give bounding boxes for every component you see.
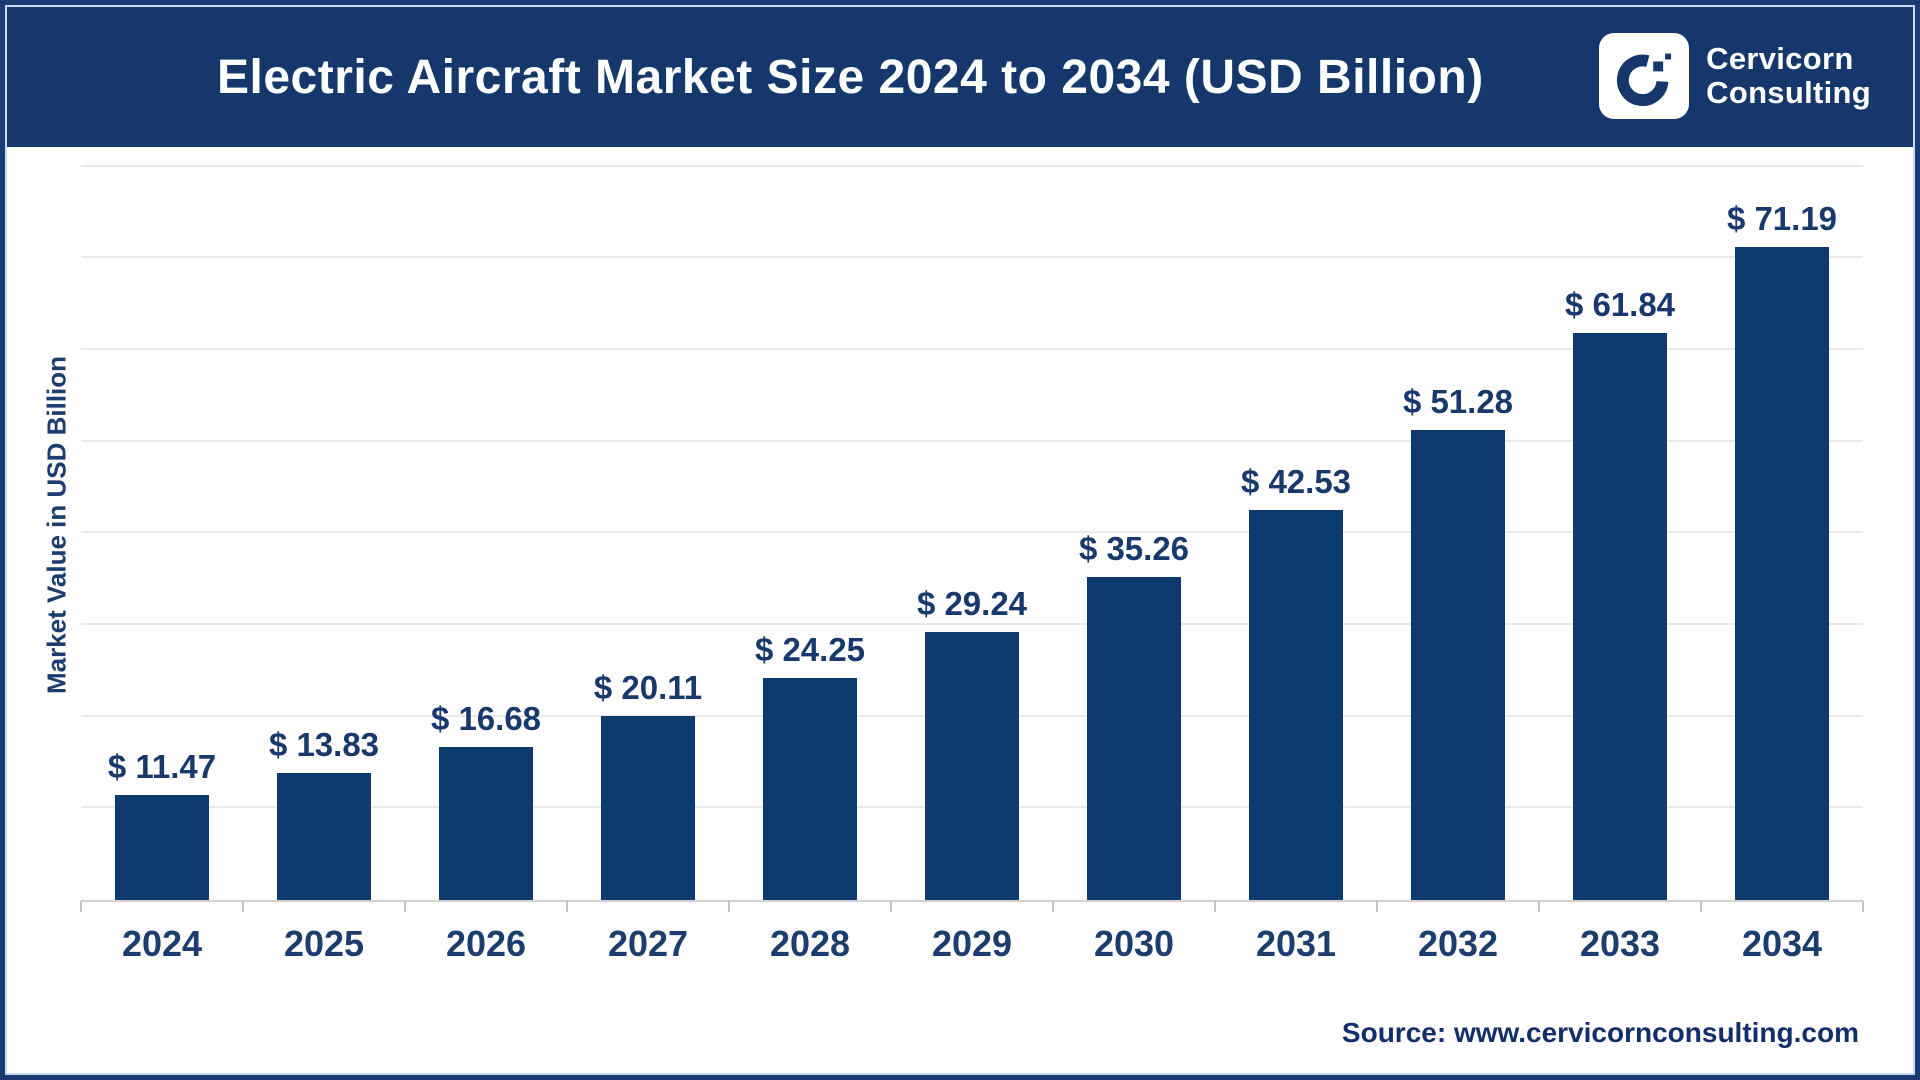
- brand: Cervicorn Consulting: [1599, 33, 1871, 119]
- x-axis-tick: [80, 901, 82, 912]
- bar-2034: [1735, 247, 1829, 900]
- y-axis-title: Market Value in USD Billion: [41, 355, 72, 695]
- value-label-2030: $ 35.26: [1078, 529, 1190, 567]
- x-axis-tick: [1862, 901, 1864, 912]
- value-label-2026: $ 16.68: [430, 700, 542, 738]
- bar-2030: [1087, 576, 1181, 900]
- source-note: Source: www.cervicornconsulting.com: [1341, 1017, 1859, 1048]
- x-label-2030: 2030: [1093, 923, 1175, 964]
- gridline-70: [81, 256, 1863, 259]
- x-label-2027: 2027: [607, 923, 689, 964]
- x-axis-tick: [566, 901, 568, 912]
- x-axis-line: [81, 900, 1863, 902]
- gridline-80: [81, 164, 1863, 167]
- bar-column-2032: $ 51.28: [1377, 150, 1539, 900]
- bar-column-2028: $ 24.25: [729, 150, 891, 900]
- bar-column-2026: $ 16.68: [405, 150, 567, 900]
- x-axis-tick: [404, 901, 406, 912]
- gridline-40: [81, 531, 1863, 534]
- x-label-2034: 2034: [1741, 923, 1823, 964]
- bar-2024: [115, 794, 209, 900]
- bar-column-2031: $ 42.53: [1215, 150, 1377, 900]
- x-label-2025: 2025: [283, 923, 365, 964]
- value-label-2033: $ 61.84: [1564, 286, 1676, 324]
- bar-2025: [277, 773, 371, 900]
- bar-column-2034: $ 71.19: [1701, 150, 1863, 900]
- cervicorn-logo-icon: [1599, 33, 1690, 119]
- brand-name-line2: Consulting: [1706, 75, 1871, 110]
- x-axis-tick: [242, 901, 244, 912]
- bar-column-2033: $ 61.84: [1539, 150, 1701, 900]
- bar-column-2029: $ 29.24: [891, 150, 1053, 900]
- bar-2026: [439, 747, 533, 900]
- chart-title: Electric Aircraft Market Size 2024 to 20…: [217, 50, 1484, 104]
- bar-column-2024: $ 11.47: [81, 150, 243, 900]
- x-label-2033: 2033: [1579, 923, 1661, 964]
- value-label-2032: $ 51.28: [1402, 382, 1514, 420]
- brand-name-line1: Cervicorn: [1706, 40, 1854, 76]
- value-label-2034: $ 71.19: [1726, 200, 1838, 238]
- x-label-2029: 2029: [931, 923, 1013, 964]
- bar-2032: [1411, 429, 1505, 900]
- brand-name: Cervicorn Consulting: [1706, 40, 1871, 110]
- bars-container: $ 11.47 $ 13.83 $ 16.68 $ 20.11 $ 24.25 $ 29.…: [81, 150, 1863, 900]
- bar-2029: [925, 631, 1019, 900]
- x-axis-tick: [1214, 901, 1216, 912]
- x-label-2032: 2032: [1417, 923, 1499, 964]
- x-axis-labels: 2024 2025 2026 2027 2028 2029 2030 2031 2032 2033…: [81, 923, 1863, 965]
- bar-2028: [763, 677, 857, 900]
- header-banner: Electric Aircraft Market Size 2024 to 20…: [7, 7, 1913, 147]
- x-label-2026: 2026: [445, 923, 527, 964]
- bar-column-2025: $ 13.83: [243, 150, 405, 900]
- bar-column-2030: $ 35.26: [1053, 150, 1215, 900]
- value-label-2031: $ 42.53: [1240, 463, 1352, 501]
- x-axis-tick: [728, 901, 730, 912]
- gridline-30: [81, 622, 1863, 625]
- x-label-2024: 2024: [121, 923, 203, 964]
- x-axis-tick: [890, 901, 892, 912]
- x-label-2031: 2031: [1255, 923, 1337, 964]
- value-label-2028: $ 24.25: [754, 630, 866, 668]
- value-label-2025: $ 13.83: [268, 726, 380, 764]
- x-axis-tick: [1376, 901, 1378, 912]
- bar-2033: [1573, 333, 1667, 900]
- gridline-60: [81, 347, 1863, 350]
- x-axis-tick: [1700, 901, 1702, 912]
- x-axis-tick: [1538, 901, 1540, 912]
- x-axis-tick: [1052, 901, 1054, 912]
- x-label-2028: 2028: [769, 923, 851, 964]
- plot-area: $ 11.47 $ 13.83 $ 16.68 $ 20.11 $ 24.25 $ 29.…: [80, 150, 1864, 912]
- value-label-2027: $ 20.11: [593, 668, 703, 706]
- bar-2031: [1249, 510, 1343, 900]
- bar-column-2027: $ 20.11: [567, 150, 729, 900]
- value-label-2024: $ 11.47: [107, 747, 217, 785]
- bar-2027: [601, 715, 695, 900]
- value-label-2029: $ 29.24: [916, 584, 1028, 622]
- gridline-50: [81, 439, 1863, 442]
